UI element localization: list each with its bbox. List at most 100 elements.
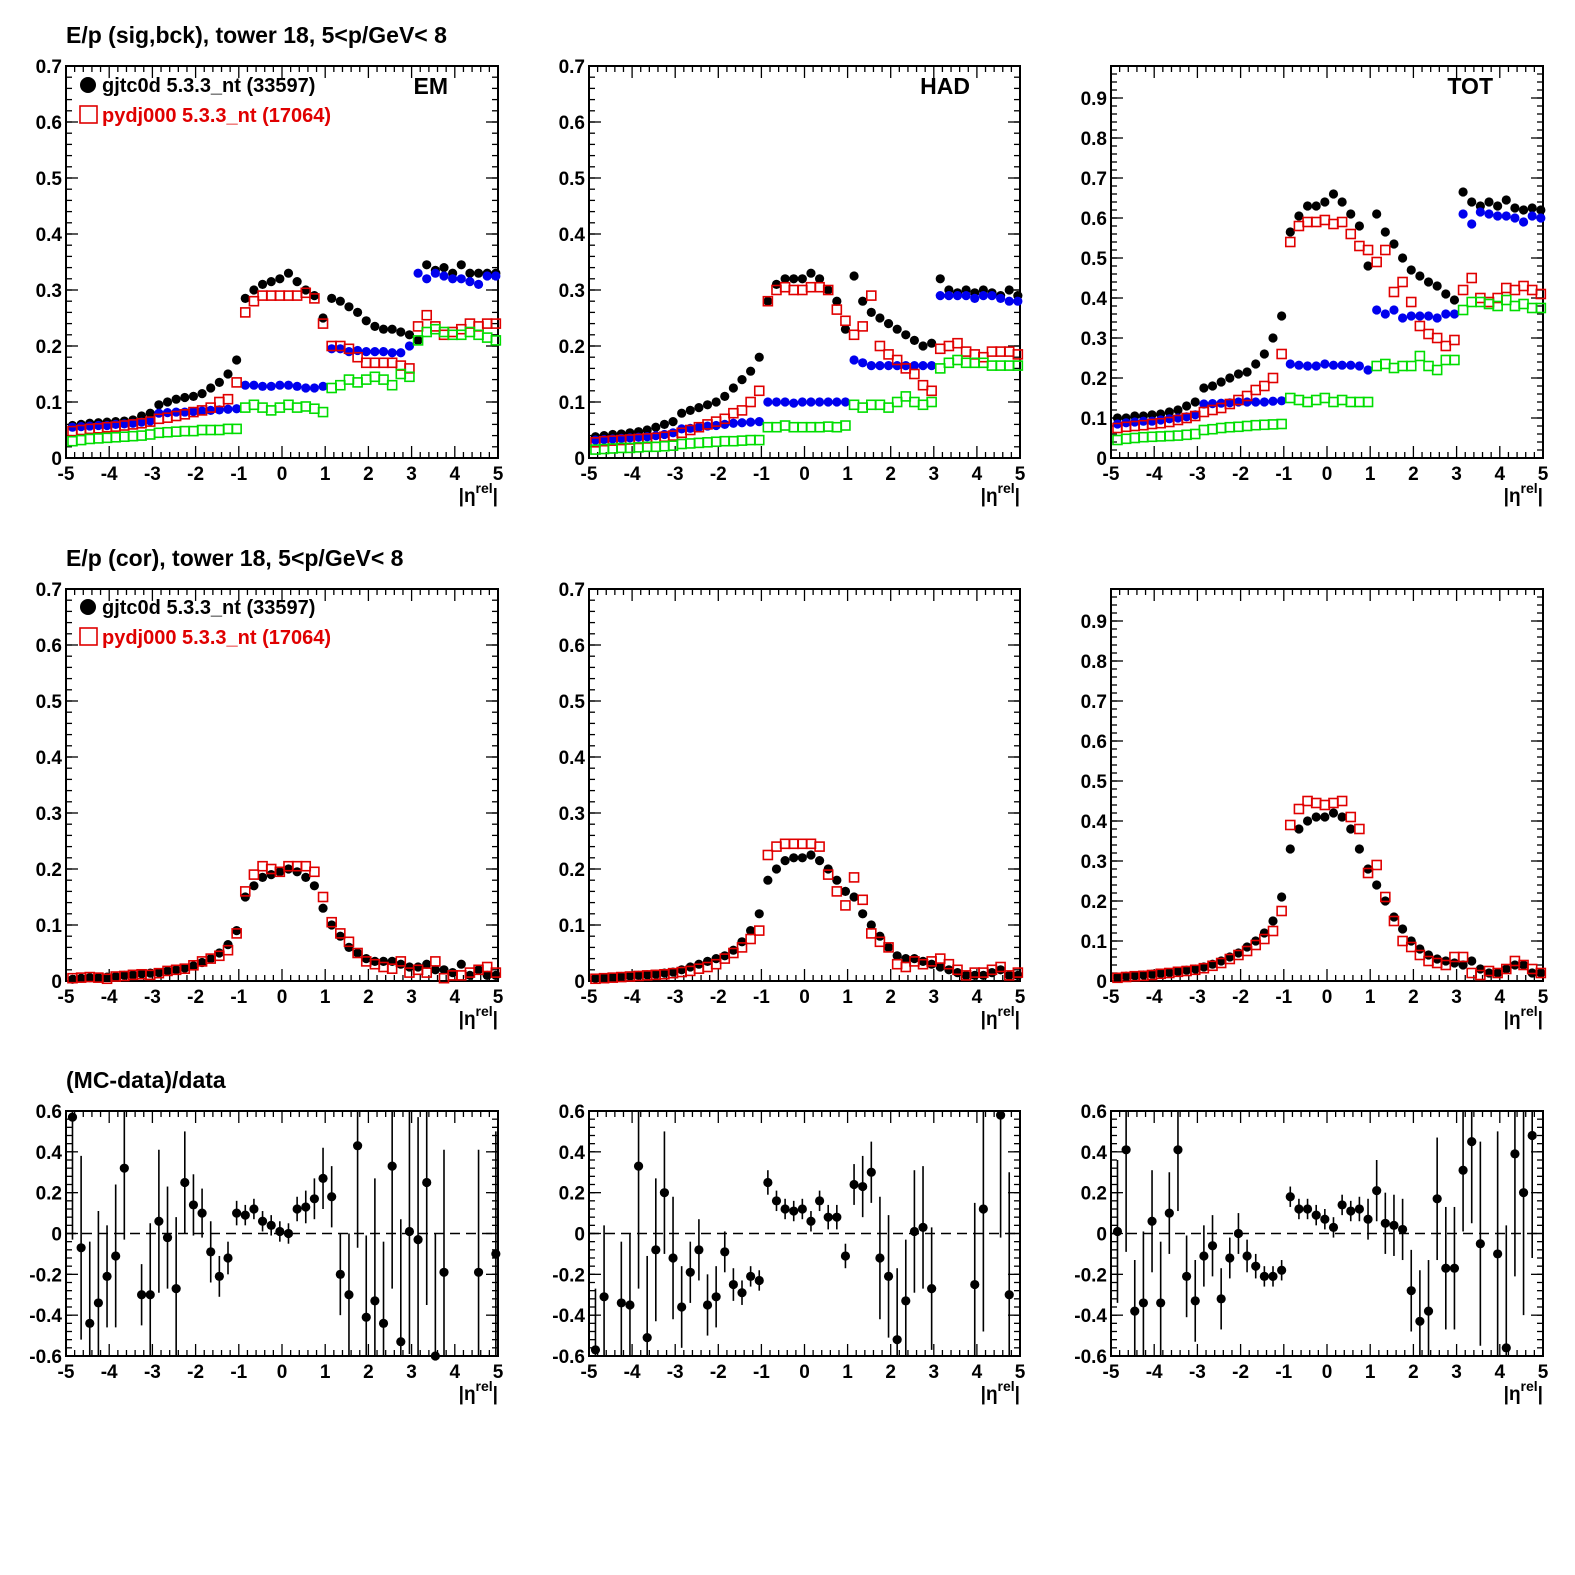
data-point [694, 422, 704, 432]
data-point [1130, 1306, 1140, 1316]
x-tick-label: 0 [799, 1362, 810, 1383]
data-point [309, 293, 320, 304]
data-point [1388, 286, 1400, 298]
data-point [702, 437, 713, 448]
data-point [875, 1253, 885, 1263]
data-point [1371, 256, 1382, 268]
data-point [1003, 360, 1015, 371]
data-point [866, 307, 876, 317]
data-point [292, 277, 302, 287]
data-point [823, 285, 833, 295]
data-point [137, 1290, 147, 1300]
series-1 [590, 291, 1023, 445]
data-point [1518, 298, 1529, 310]
data-point [866, 928, 877, 939]
data-point [231, 377, 242, 388]
data-point [1337, 1200, 1347, 1210]
x-axis-title: |ηrel| [459, 480, 498, 507]
data-point [223, 404, 233, 414]
data-point [789, 398, 799, 408]
data-point [1484, 197, 1494, 207]
y-tick-label: 0.2 [559, 1184, 585, 1205]
data-point [1225, 1253, 1235, 1263]
y-tick-label: 0.3 [559, 281, 585, 302]
data-point [128, 970, 138, 980]
data-point [659, 429, 670, 440]
x-tick-label: -3 [1189, 464, 1206, 485]
data-point [754, 417, 764, 427]
data-point [67, 974, 78, 984]
data-point [240, 293, 250, 303]
data-point [300, 287, 312, 299]
data-point [840, 324, 851, 334]
data-point [1012, 349, 1024, 360]
data-point [1250, 384, 1262, 396]
data-point [986, 360, 998, 371]
data-point [257, 279, 268, 289]
x-tick-label: 5 [493, 464, 504, 485]
data-point [1146, 431, 1158, 443]
data-point [736, 435, 748, 446]
data-point [154, 1216, 164, 1226]
data-point [473, 1267, 484, 1277]
data-point [1233, 369, 1244, 379]
data-point [309, 881, 319, 891]
data-point [240, 1210, 250, 1220]
data-point [797, 838, 808, 850]
data-point [1362, 396, 1374, 408]
y-tick-label: 0 [51, 1225, 62, 1246]
data-point [1277, 396, 1287, 406]
data-point [1242, 367, 1252, 377]
data-point [1371, 859, 1382, 871]
data-point [1251, 397, 1261, 407]
data-point [1004, 296, 1014, 306]
data-point [422, 274, 432, 284]
data-point [317, 891, 329, 903]
data-point [1518, 280, 1529, 292]
x-tick-label: 5 [1538, 464, 1549, 485]
data-point [1012, 967, 1024, 978]
data-point [491, 1249, 501, 1259]
data-point [1354, 221, 1364, 231]
x-tick-label: -1 [753, 987, 770, 1008]
data-point [249, 881, 259, 891]
data-point [944, 965, 954, 975]
data-point [1190, 397, 1200, 407]
data-point [1294, 1204, 1304, 1214]
data-point [188, 391, 199, 401]
data-point [875, 931, 885, 941]
data-point [283, 290, 294, 301]
legend-row1: gjtc0d 5.3.3_nt (33597) pydj000 5.3.3_nt… [79, 75, 331, 127]
data-point [1337, 360, 1347, 370]
data-point [1259, 419, 1270, 431]
x-tick-label: -5 [58, 1362, 75, 1383]
data-point [1311, 201, 1321, 211]
data-point [866, 1167, 876, 1177]
data-point [249, 1204, 259, 1214]
data-point [961, 291, 971, 301]
panel-corner-label: TOT [1447, 73, 1493, 99]
data-point [1311, 1210, 1321, 1220]
data-point [1120, 433, 1132, 445]
data-point [1466, 296, 1478, 308]
y-tick-label: 0 [1096, 1225, 1107, 1246]
data-point [1380, 309, 1390, 319]
data-point [849, 271, 859, 281]
data-point [684, 438, 696, 449]
data-point [650, 441, 662, 453]
data-point [404, 962, 415, 972]
data-point [711, 1292, 721, 1302]
y-tick-label: 0.3 [1081, 329, 1107, 350]
data-point [188, 1200, 199, 1210]
data-point [702, 400, 713, 410]
data-point [728, 418, 738, 428]
data-point [926, 385, 937, 397]
data-point [455, 329, 467, 341]
data-point [745, 434, 756, 446]
data-point [327, 344, 337, 354]
x-tick-label: -4 [1146, 987, 1163, 1008]
data-point [814, 274, 825, 284]
data-point [481, 318, 493, 329]
data-point [883, 942, 894, 953]
data-point [1380, 227, 1390, 237]
